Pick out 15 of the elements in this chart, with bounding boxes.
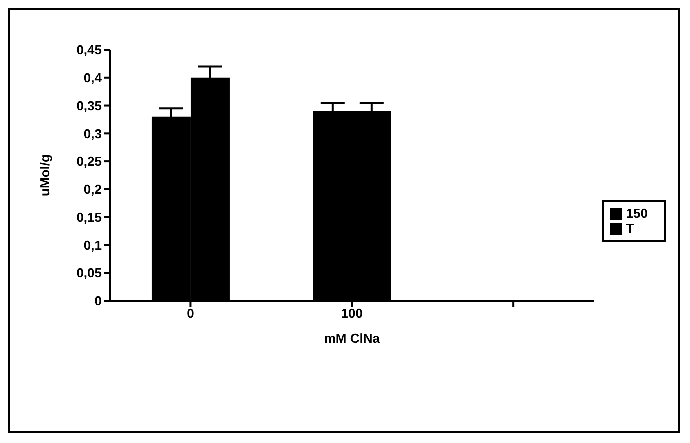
y-tick-label: 0 xyxy=(94,294,102,309)
y-tick-label: 0,4 xyxy=(84,70,103,86)
legend-label: 150 xyxy=(626,206,648,220)
y-tick-label: 0,15 xyxy=(76,210,102,225)
y-tick-label: 0,3 xyxy=(84,126,102,142)
x-tick-label: 100 xyxy=(341,306,363,322)
y-tick-label: 0,05 xyxy=(76,266,102,281)
legend-label: T xyxy=(626,220,634,236)
x-axis-title: mM ClNa xyxy=(324,331,381,346)
y-tick-label: 0,2 xyxy=(84,182,102,198)
y-tick-label: 0,35 xyxy=(76,98,102,114)
y-tick-label: 0,25 xyxy=(76,154,102,170)
y-axis-title: uMol/g xyxy=(38,154,53,196)
y-tick-label: 0,1 xyxy=(84,238,102,253)
y-tick-label: 0,45 xyxy=(76,42,102,58)
